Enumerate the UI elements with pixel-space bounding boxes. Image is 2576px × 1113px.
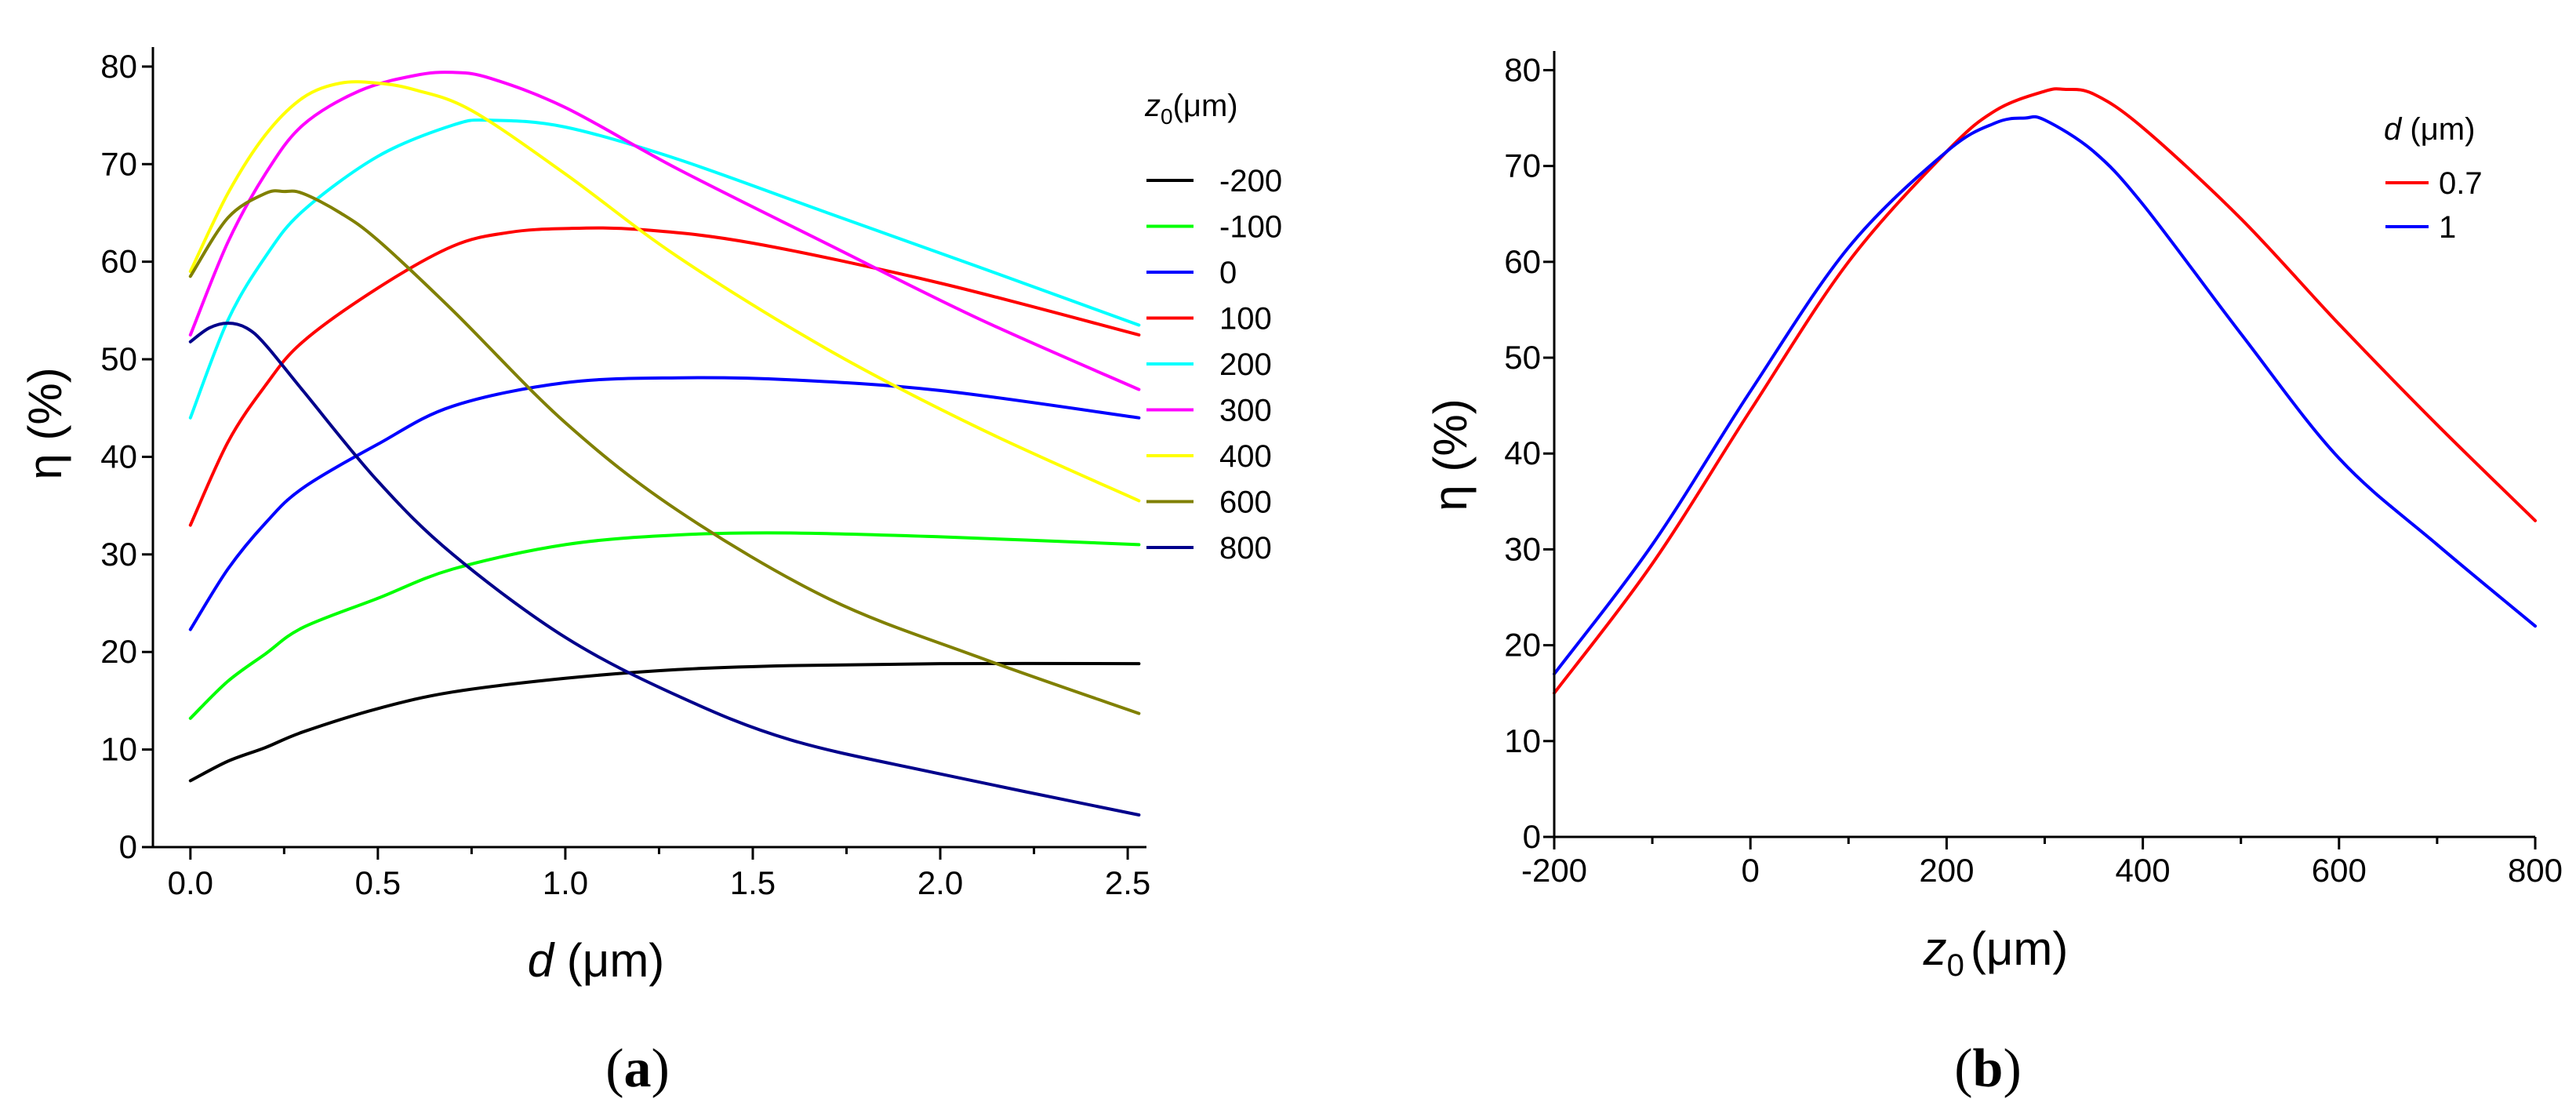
- chart-a-axes: [151, 47, 1146, 849]
- chart-a-series-line-100: [188, 226, 1141, 527]
- chart-a-legend-label: -100: [1219, 210, 1282, 245]
- chart-a-legend-label: 800: [1219, 531, 1272, 566]
- chart-a-series-line-800: [188, 322, 1141, 817]
- chart-a-xtick-label: 2.5: [1105, 864, 1150, 901]
- chart-b-curves: [1553, 87, 2537, 695]
- chart-a-legend-label: 300: [1219, 394, 1272, 428]
- chart-b-xlabel-sub: 0: [1947, 948, 1964, 983]
- chart-b-ytick-label: 70: [1504, 147, 1541, 184]
- chart-b-ytick-label: 10: [1504, 722, 1541, 759]
- chart-a-series-line--100: [188, 531, 1141, 720]
- chart-a-xtick-label: 0.5: [355, 864, 401, 901]
- chart-a-xlabel: d (μm): [528, 934, 665, 987]
- chart-b-ytick-label: 30: [1504, 530, 1541, 567]
- chart-b-xlabel-var: z: [1923, 922, 1947, 975]
- chart-a-curves: [188, 71, 1141, 817]
- chart-a-series-line-200: [188, 118, 1141, 420]
- chart-a-ytick-label: 0: [119, 828, 137, 865]
- chart-a-legend-label: 400: [1219, 439, 1272, 474]
- chart-b-panel-label: (b): [1954, 1038, 2022, 1099]
- chart-a-legend-label: 100: [1219, 302, 1272, 336]
- chart-a-series-line-300: [188, 71, 1141, 391]
- chart-b-ytick-label: 40: [1504, 435, 1541, 471]
- chart-a-xtick-label: 0.0: [168, 864, 213, 901]
- chart-b-ytick-label: 0: [1523, 818, 1541, 855]
- chart-b-xtick-label: 800: [2508, 852, 2563, 889]
- chart-a-xlabel-unit: (μm): [567, 934, 665, 987]
- chart-a-legend-label: 0: [1219, 256, 1237, 290]
- chart-b-series-line-1: [1553, 115, 2537, 676]
- chart-b-xlabel: z0 (μm): [1923, 922, 2069, 983]
- chart-a-series-line-0: [188, 376, 1141, 631]
- chart-b-series-line-0.7: [1553, 87, 2537, 695]
- chart-a-legend-title-unit: (μm): [1173, 89, 1238, 123]
- chart-a-ytick-label: 10: [100, 731, 137, 768]
- chart-a-ytick-label: 80: [100, 48, 137, 85]
- chart-b-ytick-label: 50: [1504, 339, 1541, 376]
- chart-b-ytick-label: 20: [1504, 627, 1541, 664]
- chart-a-ytick-label: 60: [100, 243, 137, 280]
- chart-b-xtick-label: 400: [2116, 852, 2171, 889]
- chart-a-ytick-label: 30: [100, 536, 137, 573]
- chart-a-legend-label: 600: [1219, 486, 1272, 520]
- chart-b-xtick-label: 200: [1919, 852, 1974, 889]
- chart-b-legend-label: 1: [2439, 210, 2456, 245]
- chart-b-ylabel: η (%): [1424, 398, 1477, 511]
- chart-b-legend-label: 0.7: [2439, 166, 2483, 201]
- chart-b-legend-title-unit: (μm): [2410, 112, 2475, 147]
- chart-b-axes: [1553, 51, 2535, 838]
- chart-b-legend: d (μm) 0.7 1: [2384, 112, 2483, 245]
- chart-b-xtick-label: 600: [2312, 852, 2367, 889]
- chart-a-ytick-label: 50: [100, 340, 137, 377]
- chart-a-legend-label: -200: [1219, 164, 1282, 198]
- chart-a-series-line-400: [188, 80, 1141, 503]
- chart-a-ytick-label: 70: [100, 145, 137, 182]
- chart-b-legend-title: d (μm): [2384, 112, 2475, 147]
- chart-a-legend-label: 200: [1219, 347, 1272, 382]
- chart-b-ytick-label: 60: [1504, 243, 1541, 280]
- chart-a-xtick-label: 1.5: [730, 864, 776, 901]
- chart-a-xtick-label: 2.0: [917, 864, 963, 901]
- chart-a-series-line-600: [188, 189, 1141, 715]
- chart-a-panel-label: (a): [605, 1038, 670, 1099]
- chart-b-xtick-label: -200: [1521, 852, 1587, 889]
- chart-a-ytick-label: 40: [100, 438, 137, 475]
- chart-a-xlabel-var: d: [528, 934, 555, 987]
- chart-b-ytick-label: 80: [1504, 51, 1541, 88]
- chart-b-xtick-label: 0: [1742, 852, 1760, 889]
- chart-a-legend-title-var: z: [1144, 89, 1161, 123]
- chart-a-xtick-label: 1.0: [543, 864, 588, 901]
- chart-a-legend-title: z0(μm): [1144, 89, 1238, 129]
- chart-a-series-line--200: [188, 661, 1141, 783]
- chart-a: 0.0 0.5 1.0 1.5 2.0 2.5 0 10 20 30 40 50 60 70 80 η (%…: [19, 47, 1282, 1099]
- chart-a-legend-title-sub: 0: [1161, 104, 1173, 129]
- chart-a-ticks: 0.0 0.5 1.0 1.5 2.0 2.5 0 10 20 30 40 50 60 70 80: [100, 48, 1150, 901]
- chart-a-ylabel: η (%): [19, 367, 71, 479]
- chart-b-xlabel-unit: (μm): [1971, 922, 2069, 975]
- chart-a-ytick-label: 20: [100, 633, 137, 670]
- chart-b-legend-title-var: d: [2384, 112, 2403, 147]
